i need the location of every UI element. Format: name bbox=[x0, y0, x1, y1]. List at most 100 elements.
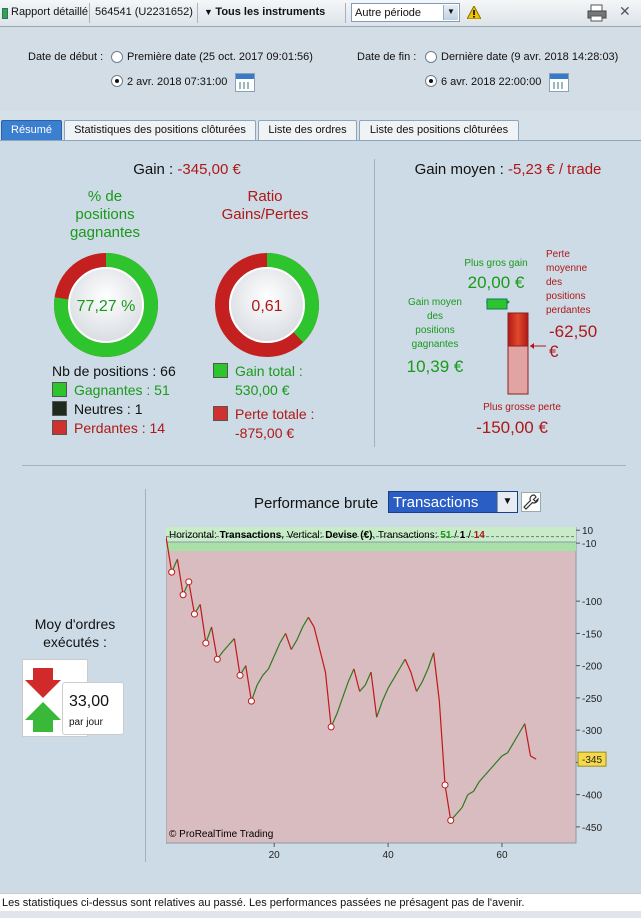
date-range-panel: Date de début : Première date (25 oct. 2… bbox=[0, 27, 641, 111]
series-segment bbox=[290, 639, 298, 650]
series-segment bbox=[233, 638, 241, 676]
v-axis-value: Devise (€) bbox=[325, 530, 372, 541]
chevron-down-icon[interactable]: ▼ bbox=[443, 5, 458, 20]
start-custom-date[interactable]: 2 avr. 2018 07:31:00 bbox=[127, 76, 228, 88]
account-selector[interactable]: 564541 (U2231652) bbox=[95, 6, 193, 18]
average-gain-value: -5,23 € / trade bbox=[507, 161, 602, 178]
biggest-loss-label: Plus grosse perte bbox=[483, 402, 561, 413]
tab-closed-positions[interactable]: Liste des positions clôturées bbox=[359, 120, 519, 140]
end-last-radio[interactable] bbox=[425, 51, 437, 63]
tab-summary[interactable]: Résumé bbox=[1, 120, 62, 140]
start-custom-radio[interactable] bbox=[111, 75, 123, 87]
wrench-icon[interactable] bbox=[521, 492, 541, 512]
series-segment bbox=[279, 633, 287, 644]
performance-series bbox=[166, 536, 537, 824]
plot-area bbox=[166, 527, 577, 844]
gain-total-icon bbox=[213, 363, 228, 378]
series-segment bbox=[273, 642, 281, 657]
losses-count: 14 bbox=[474, 530, 486, 541]
series-segment bbox=[381, 687, 389, 702]
series-segment bbox=[421, 668, 429, 683]
series-segment bbox=[518, 723, 526, 734]
loss-total-value: -875,00 € bbox=[235, 425, 295, 441]
vertical-divider bbox=[374, 159, 375, 447]
x-tick-label: 20 bbox=[269, 850, 281, 861]
end-custom-date[interactable]: 6 avr. 2018 22:00:00 bbox=[441, 76, 542, 88]
average-loser-label: Perte moyenne des positions perdantes bbox=[546, 249, 591, 316]
y-tick-label: -400 bbox=[582, 791, 602, 802]
biggest-gain-value: 20,00 € bbox=[467, 273, 525, 292]
series-segment bbox=[302, 616, 309, 628]
series-segment bbox=[222, 644, 230, 652]
neutral-count: Neutres : 1 bbox=[74, 401, 143, 417]
start-date-label: Date de début : bbox=[28, 51, 104, 63]
series-segment bbox=[256, 675, 264, 686]
series-segment bbox=[262, 668, 269, 676]
gain-bar bbox=[486, 298, 508, 310]
calendar-icon[interactable] bbox=[549, 73, 569, 92]
series-segment bbox=[285, 633, 292, 650]
average-winner-value: 10,39 € bbox=[406, 357, 464, 376]
report-icon bbox=[2, 8, 8, 19]
gain-total-label: Gain total : bbox=[235, 363, 303, 379]
tab-orders[interactable]: Liste des ordres bbox=[258, 120, 357, 140]
series-segment bbox=[484, 768, 492, 776]
series-segment bbox=[416, 681, 423, 692]
series-segment bbox=[524, 723, 532, 757]
losers-legend-icon bbox=[52, 420, 67, 435]
h-axis-value: Transactions bbox=[220, 530, 282, 541]
chevron-down-icon[interactable]: ▼ bbox=[497, 492, 517, 512]
toolbar-divider bbox=[89, 3, 90, 23]
biggest-loss-value: -150,00 € bbox=[476, 418, 548, 437]
performance-mode-select[interactable]: Transactions ▼ bbox=[388, 491, 518, 513]
series-segment bbox=[495, 755, 503, 763]
y-tick-label: -10 bbox=[582, 539, 597, 550]
series-segment bbox=[433, 652, 440, 702]
bottom-bar bbox=[0, 911, 641, 918]
y-tick-label: -100 bbox=[582, 597, 602, 608]
loss-point bbox=[236, 671, 244, 679]
period-select[interactable]: Autre période ▼ bbox=[351, 3, 460, 22]
series-segment bbox=[364, 671, 372, 686]
series-segment bbox=[296, 626, 304, 641]
horizontal-divider bbox=[22, 465, 626, 466]
loss-point bbox=[447, 816, 455, 824]
loss-point bbox=[185, 578, 193, 586]
last-value-badge bbox=[577, 751, 607, 767]
y-tick-label: -200 bbox=[582, 662, 602, 673]
y-tick-label: -150 bbox=[582, 629, 602, 640]
warning-icon[interactable] bbox=[467, 6, 481, 19]
loss-total-label: Perte totale : bbox=[235, 406, 315, 422]
series-segment bbox=[387, 678, 395, 689]
series-segment bbox=[444, 784, 452, 821]
wins-count: 51 bbox=[440, 530, 452, 541]
close-icon[interactable]: ✕ bbox=[619, 3, 631, 19]
win-rate-title: % de positions gagnantes bbox=[69, 188, 141, 241]
average-gain-label: Gain moyen : bbox=[414, 161, 504, 178]
series-segment bbox=[370, 672, 378, 718]
loss-point bbox=[168, 568, 176, 576]
chart-copyright: © ProRealTime Trading bbox=[169, 829, 273, 840]
orders-value: 33,00 bbox=[69, 693, 110, 710]
loss-point bbox=[327, 723, 335, 731]
end-custom-radio[interactable] bbox=[425, 75, 437, 87]
tab-closed-stats[interactable]: Statistiques des positions clôturées bbox=[64, 120, 256, 140]
period-value: Autre période bbox=[355, 7, 422, 19]
end-last-label: Dernière date (9 avr. 2018 14:28:03) bbox=[441, 51, 619, 63]
series-segment bbox=[438, 701, 446, 785]
series-segment bbox=[307, 616, 315, 628]
series-segment bbox=[313, 626, 321, 650]
calendar-icon[interactable] bbox=[235, 73, 255, 92]
series-segment bbox=[507, 742, 514, 754]
series-segment bbox=[347, 668, 355, 683]
series-segment bbox=[393, 668, 400, 679]
win-rate-donut: 77,27 % bbox=[54, 253, 158, 357]
performance-chart: Horizontal: Transactions, Vertical: Devi… bbox=[166, 527, 607, 861]
series-segment bbox=[512, 733, 520, 744]
instruments-dropdown[interactable]: ▼ Tous les instruments bbox=[204, 6, 325, 18]
ratio-title: Ratio Gains/Pertes bbox=[221, 188, 309, 223]
print-icon[interactable] bbox=[587, 4, 607, 22]
instruments-label: Tous les instruments bbox=[215, 6, 326, 18]
start-first-radio[interactable] bbox=[111, 51, 123, 63]
disclaimer: Les statistiques ci-dessus sont relative… bbox=[0, 893, 641, 911]
